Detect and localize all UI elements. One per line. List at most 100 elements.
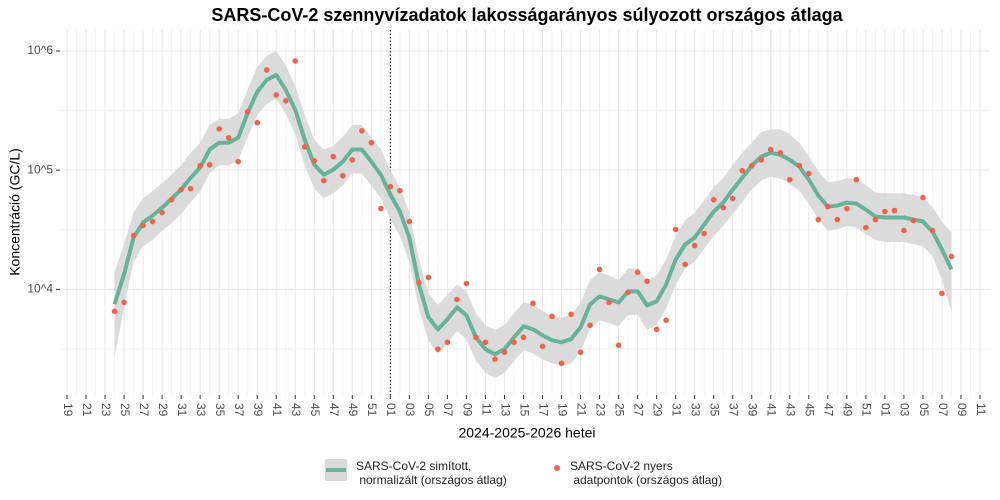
data-point (520, 334, 527, 341)
data-point (349, 157, 356, 163)
data-point (511, 339, 517, 346)
data-point (273, 92, 280, 98)
data-point (748, 162, 755, 169)
data-point (634, 269, 641, 276)
data-point (530, 300, 536, 307)
data-point (891, 207, 898, 214)
x-tick-label: 37 (232, 403, 246, 417)
data-point (140, 222, 146, 229)
chart-title: SARS-CoV-2 szennyvízadatok lakosságarány… (211, 5, 843, 25)
data-point (121, 299, 127, 306)
x-tick-label: 05 (422, 403, 436, 417)
data-point (454, 296, 460, 303)
x-tick-label: 01 (879, 403, 893, 417)
data-point (473, 334, 479, 341)
data-point (625, 289, 631, 296)
data-point (682, 261, 688, 268)
x-tick-label: 29 (156, 403, 170, 417)
data-point (330, 153, 337, 160)
x-tick-label: 23 (99, 403, 113, 417)
data-point (767, 146, 774, 153)
y-tick-label: 10^5 (27, 162, 53, 176)
data-point (425, 274, 432, 281)
x-tick-label: 35 (213, 403, 227, 417)
data-point (587, 322, 593, 329)
x-tick-label: 51 (860, 403, 874, 417)
data-point (739, 167, 746, 174)
x-tick-label: 11 (479, 403, 493, 416)
data-point (663, 317, 669, 324)
legend-entry: SARS-CoV-2 nyers adatpontok (országos át… (570, 459, 723, 487)
data-point (844, 205, 850, 212)
x-tick-label: 17 (536, 403, 550, 417)
data-point (111, 308, 118, 315)
data-point (806, 170, 812, 177)
data-point (577, 349, 584, 356)
data-point (387, 183, 394, 190)
x-tick-label: 05 (917, 403, 931, 417)
legend-point-key (554, 465, 560, 471)
x-tick-label: 09 (460, 403, 474, 417)
data-point (882, 208, 888, 215)
data-point (197, 162, 203, 169)
data-point (729, 195, 736, 202)
x-tick-label: 27 (137, 403, 151, 417)
x-tick-label: 43 (784, 403, 798, 417)
data-point (282, 98, 289, 104)
data-point (825, 203, 831, 210)
x-tick-label: 41 (270, 403, 284, 417)
data-point (539, 343, 546, 350)
data-point (691, 242, 698, 249)
y-tick-label: 10^6 (27, 43, 53, 57)
data-point (235, 158, 241, 165)
data-point (368, 139, 375, 146)
data-point (292, 58, 299, 64)
data-point (406, 218, 413, 225)
data-point (596, 266, 603, 273)
data-point (492, 356, 498, 362)
data-point (853, 176, 860, 183)
x-tick-label: 03 (898, 403, 912, 417)
data-point (435, 346, 441, 352)
x-tick-label: 31 (175, 403, 189, 417)
data-point (644, 278, 650, 285)
data-point (225, 134, 232, 141)
x-tick-label: 49 (346, 403, 360, 417)
data-point (130, 232, 137, 239)
data-point (777, 149, 784, 156)
data-point (482, 339, 489, 346)
data-point (444, 339, 451, 346)
data-point (720, 204, 727, 211)
data-point (948, 253, 955, 260)
x-tick-label: 19 (61, 403, 75, 417)
x-tick-label: 27 (631, 403, 645, 417)
data-point (834, 216, 841, 223)
data-point (920, 194, 926, 201)
x-tick-label: 35 (708, 403, 722, 417)
x-tick-label: 41 (765, 403, 779, 417)
data-point (701, 230, 707, 237)
x-tick-label: 31 (669, 403, 683, 417)
y-tick-label: 10^4 (27, 282, 53, 296)
x-tick-label: 13 (498, 403, 512, 417)
x-tick-label: 19 (555, 403, 569, 417)
x-tick-label: 23 (593, 403, 607, 417)
data-point (168, 196, 175, 203)
x-tick-label: 47 (327, 403, 341, 417)
data-point (397, 187, 403, 194)
data-point (216, 126, 222, 132)
data-point (149, 218, 156, 225)
x-tick-label: 45 (308, 403, 322, 417)
x-tick-label: 43 (289, 403, 303, 417)
data-point (206, 161, 213, 168)
x-tick-label: 33 (689, 403, 703, 417)
data-point (340, 172, 346, 179)
data-point (901, 227, 907, 234)
y-axis-label: Koncentráció (GC/L) (7, 148, 23, 276)
data-point (615, 342, 622, 349)
data-point (672, 226, 679, 233)
x-tick-label: 07 (441, 403, 455, 417)
x-tick-label: 21 (80, 403, 94, 417)
x-tick-label: 03 (403, 403, 417, 417)
data-point (558, 360, 565, 367)
